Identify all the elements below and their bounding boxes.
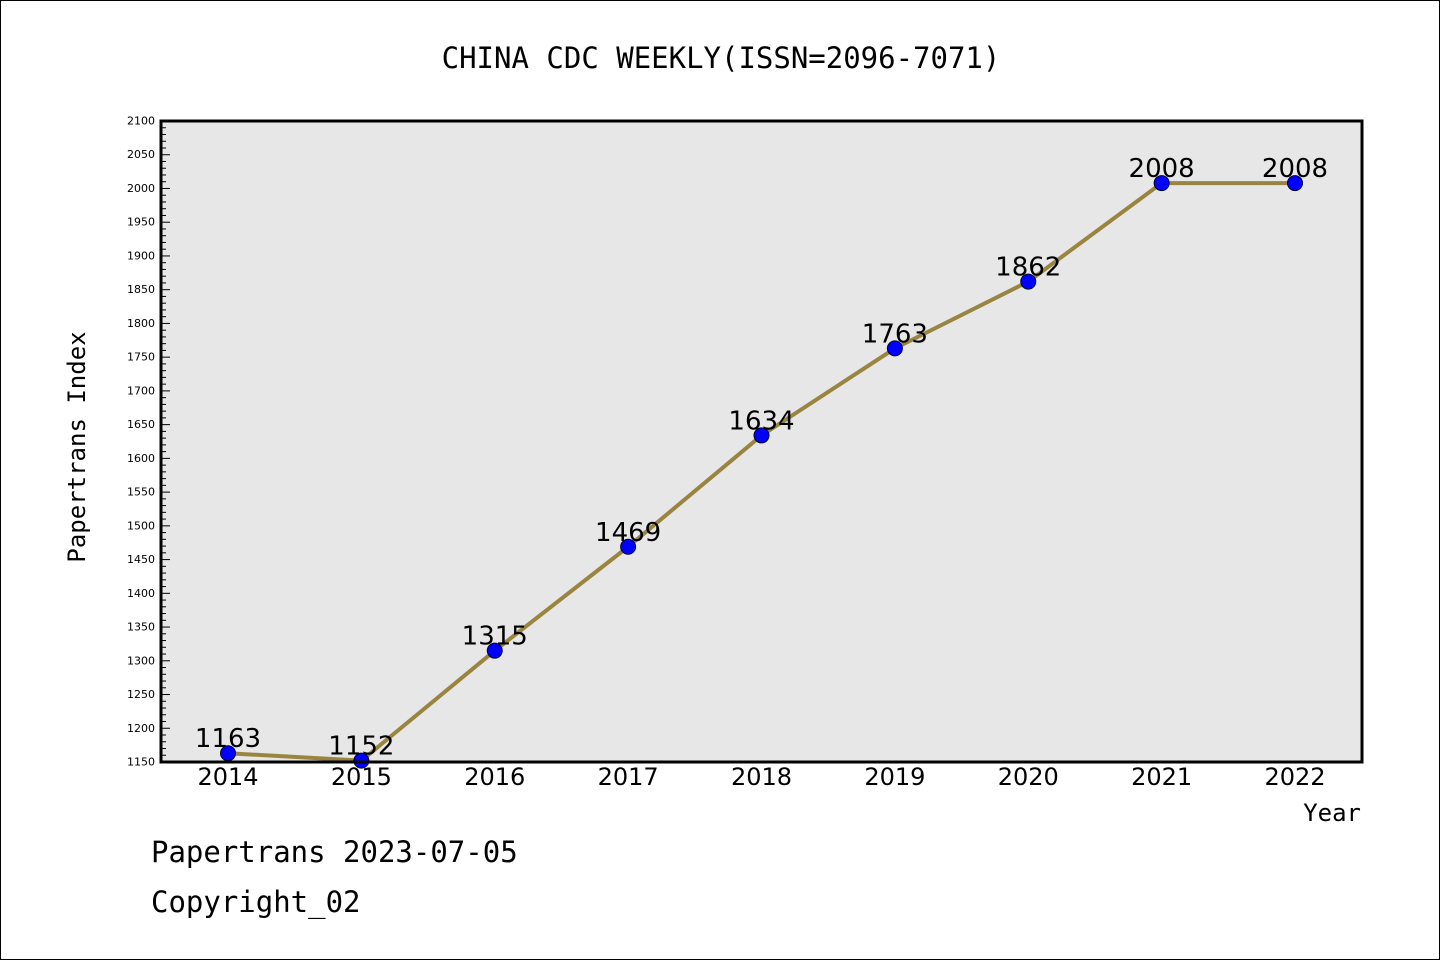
y-tick-label: 2000 xyxy=(127,182,155,195)
y-tick-label: 2100 xyxy=(127,115,155,128)
data-label: 1469 xyxy=(595,518,661,548)
data-point xyxy=(486,642,503,659)
y-tick-label: 1900 xyxy=(127,249,155,262)
y-tick-label: 1450 xyxy=(127,553,155,566)
x-tick-label: 2021 xyxy=(1131,763,1192,791)
data-labels: 1163 1152 1315 1469 1634 1763 1862 2008 2008 xyxy=(195,154,1328,762)
data-point xyxy=(886,340,903,357)
x-tick-label: 2017 xyxy=(598,763,659,791)
data-label: 2008 xyxy=(1262,154,1328,184)
x-tick-label: 2022 xyxy=(1264,763,1325,791)
y-tick-label: 1550 xyxy=(127,486,155,499)
chart-title: CHINA CDC WEEKLY(ISSN=2096-7071) xyxy=(442,41,1001,75)
data-label: 1315 xyxy=(462,622,528,652)
data-label: 1763 xyxy=(862,319,928,349)
x-axis: 2014 2015 2016 2017 2018 2019 2020 2021 2022 xyxy=(197,763,1325,791)
plot-frame xyxy=(159,119,1364,764)
data-point xyxy=(753,427,770,444)
y-tick-label: 1600 xyxy=(127,452,155,465)
y-tick-label: 1650 xyxy=(127,418,155,431)
y-axis: 1150 1200 1250 1300 1350 1400 1450 1500 1550 1600… xyxy=(127,115,170,769)
data-point xyxy=(1153,175,1170,192)
series-layer xyxy=(220,175,1303,769)
y-tick-label: 1950 xyxy=(127,216,155,229)
y-tick-label: 1200 xyxy=(127,722,155,735)
footer-copyright-text: Copyright_02 xyxy=(151,885,361,919)
y-tick-label: 1500 xyxy=(127,519,155,532)
y-tick-label: 1800 xyxy=(127,317,155,330)
data-point xyxy=(1287,175,1303,192)
y-tick-label: 1350 xyxy=(127,621,155,634)
data-label: 1163 xyxy=(195,724,261,754)
y-axis-label: Papertrans Index xyxy=(63,331,91,562)
data-label: 1634 xyxy=(728,406,794,436)
y-tick-label: 1300 xyxy=(127,654,155,667)
x-tick-label: 2018 xyxy=(731,763,792,791)
footer-date-text: Papertrans 2023-07-05 xyxy=(151,835,518,869)
data-label: 1152 xyxy=(328,732,394,762)
y-tick-label: 1850 xyxy=(127,283,155,296)
x-tick-label: 2020 xyxy=(998,763,1059,791)
y-tick-label: 1150 xyxy=(127,756,155,769)
y-tick-label: 1700 xyxy=(127,384,155,397)
y-tick-label: 1250 xyxy=(127,688,155,701)
data-point xyxy=(620,538,637,555)
y-tick-label: 2050 xyxy=(127,148,155,161)
data-point xyxy=(1020,273,1037,290)
y-tick-label: 1750 xyxy=(127,351,155,364)
y-tick-label: 1400 xyxy=(127,587,155,600)
x-tick-label: 2016 xyxy=(464,763,525,791)
data-label: 2008 xyxy=(1129,154,1195,184)
x-axis-label: Year xyxy=(1303,799,1361,827)
x-tick-label: 2019 xyxy=(864,763,925,791)
data-label: 1862 xyxy=(995,253,1061,283)
x-tick-label: 2014 xyxy=(197,763,258,791)
